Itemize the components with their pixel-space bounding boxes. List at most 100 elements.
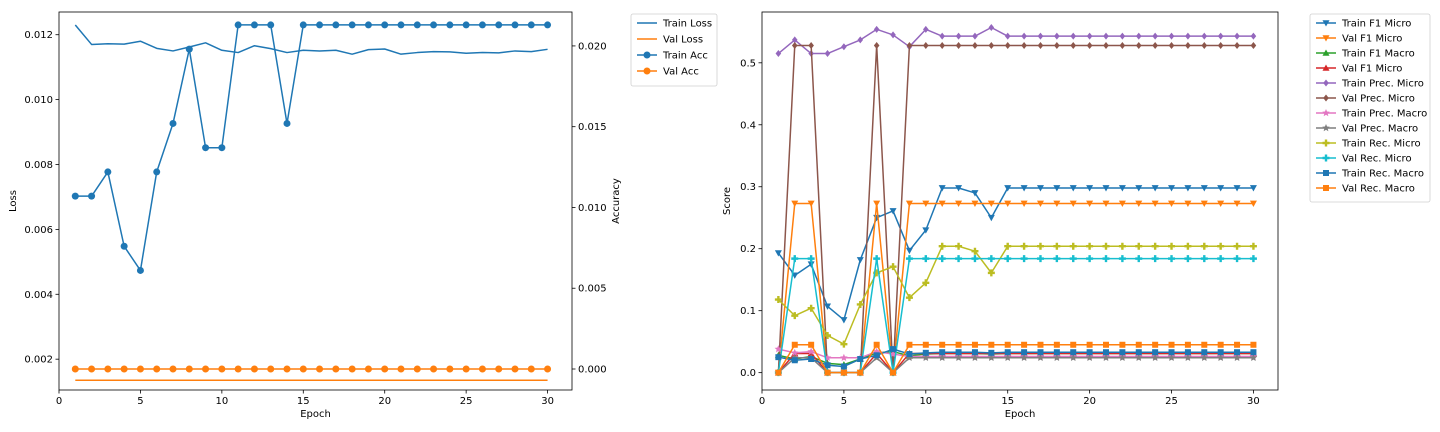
series-val-rec-macro xyxy=(775,341,1257,376)
data-point xyxy=(234,21,242,29)
data-point xyxy=(1070,349,1077,356)
legend-entry: Train Rec. Macro xyxy=(1316,169,1424,180)
data-point xyxy=(1249,200,1257,207)
data-point xyxy=(430,21,438,29)
legend-swatch-marker xyxy=(1322,154,1330,162)
data-point xyxy=(397,21,405,29)
data-point xyxy=(987,353,996,362)
data-point xyxy=(1168,349,1175,356)
legend-entry: Val Prec. Micro xyxy=(1316,94,1415,105)
data-point xyxy=(478,365,486,373)
data-point xyxy=(1217,255,1225,263)
data-point xyxy=(1234,41,1240,49)
data-point xyxy=(1118,200,1126,207)
data-point xyxy=(1036,200,1044,207)
data-point xyxy=(1021,32,1027,40)
data-point xyxy=(971,247,979,255)
data-point xyxy=(1168,255,1176,263)
y-right-tick-label: 0.010 xyxy=(578,203,607,214)
data-point xyxy=(234,365,242,373)
data-point xyxy=(527,365,535,373)
data-point xyxy=(1103,32,1109,40)
data-point xyxy=(202,144,210,152)
data-point xyxy=(1037,341,1044,348)
data-point xyxy=(1020,185,1028,192)
data-point xyxy=(1250,32,1257,40)
data-point xyxy=(1102,353,1110,362)
data-point xyxy=(1069,185,1077,192)
data-point xyxy=(1004,200,1012,207)
legend-swatch-marker xyxy=(1322,20,1330,27)
x-tick-label: 30 xyxy=(541,396,554,407)
data-point xyxy=(1234,32,1240,40)
series-val-f1-micro xyxy=(774,200,1257,377)
data-point xyxy=(1233,255,1241,263)
data-point xyxy=(922,255,930,263)
series-line-val-rec-macro xyxy=(777,344,1254,374)
data-point xyxy=(857,369,864,376)
data-point xyxy=(316,365,324,373)
data-point xyxy=(1086,32,1093,40)
legend-swatch-marker xyxy=(1322,49,1330,56)
data-point xyxy=(840,369,847,376)
data-point xyxy=(185,45,193,53)
x-tick-label: 15 xyxy=(297,396,310,407)
data-point xyxy=(1185,41,1191,49)
data-point xyxy=(1004,255,1012,263)
data-point xyxy=(1201,349,1208,356)
data-point xyxy=(218,144,226,152)
legend-label: Val F1 Micro xyxy=(1342,34,1402,45)
series-train-rec-micro xyxy=(774,242,1257,348)
data-point xyxy=(774,296,782,304)
data-point xyxy=(1233,200,1241,207)
data-point xyxy=(890,31,896,39)
data-point xyxy=(905,353,914,362)
data-point xyxy=(1217,242,1225,250)
data-point xyxy=(527,21,535,29)
legend-swatch-marker xyxy=(1322,124,1330,132)
data-point xyxy=(1086,41,1093,49)
data-point xyxy=(824,303,832,310)
data-point xyxy=(348,365,356,373)
data-point xyxy=(939,32,945,40)
data-point xyxy=(1020,353,1028,362)
data-point xyxy=(905,200,913,207)
legend-swatch-marker xyxy=(1323,185,1329,191)
y-left-tick-label: 0.006 xyxy=(24,225,53,236)
data-point xyxy=(1135,200,1143,207)
data-point xyxy=(202,365,210,373)
data-point xyxy=(840,317,848,324)
data-point xyxy=(169,119,177,127)
x-tick-label: 5 xyxy=(841,396,847,407)
data-point xyxy=(1200,242,1208,250)
data-point xyxy=(1151,185,1159,192)
data-point xyxy=(955,200,963,207)
data-point xyxy=(153,365,161,373)
data-point xyxy=(1053,185,1061,192)
data-point xyxy=(856,257,864,264)
data-point xyxy=(1151,242,1159,250)
data-point xyxy=(462,21,470,29)
data-point xyxy=(1217,41,1224,49)
data-point xyxy=(873,41,880,49)
data-point xyxy=(1053,255,1061,263)
data-point xyxy=(1217,341,1224,348)
data-point xyxy=(1021,41,1027,49)
data-point xyxy=(544,365,552,373)
y-left-tick-label: 0.002 xyxy=(24,355,53,366)
data-point xyxy=(905,247,913,255)
data-point xyxy=(1119,349,1126,356)
data-point xyxy=(1249,185,1257,192)
legend-label: Train Rec. Macro xyxy=(1341,169,1424,180)
data-point xyxy=(1185,32,1191,40)
series-train-f1-micro xyxy=(774,185,1257,324)
data-point xyxy=(1069,255,1077,263)
data-point xyxy=(1249,242,1257,250)
data-point xyxy=(381,365,389,373)
data-point xyxy=(857,356,864,363)
series-val-prec-micro xyxy=(775,41,1257,377)
data-point xyxy=(987,214,995,222)
data-point xyxy=(889,208,897,215)
data-point xyxy=(808,341,815,348)
data-point xyxy=(1234,349,1241,356)
